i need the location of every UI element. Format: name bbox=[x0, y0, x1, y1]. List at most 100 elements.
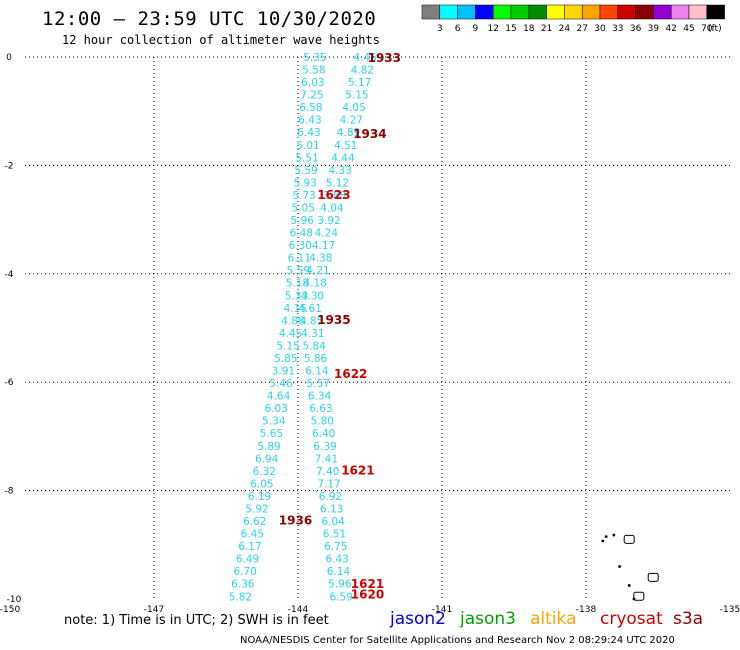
swh-value: 5.96 bbox=[328, 579, 352, 591]
swh-value: 5.33 bbox=[285, 290, 308, 302]
island-outline bbox=[647, 572, 659, 582]
island-dot bbox=[618, 565, 621, 568]
lat-tick-label: 0 bbox=[6, 53, 12, 63]
swh-value: 5.82 bbox=[229, 591, 252, 603]
legend-swatch bbox=[564, 4, 583, 20]
page-subtitle: 12 hour collection of altimeter wave hei… bbox=[62, 33, 380, 47]
legend-swatch bbox=[492, 4, 512, 20]
legend-label: 18 bbox=[523, 24, 535, 34]
footnote: note: 1) Time is in UTC; 2) SWH is in fe… bbox=[64, 613, 329, 628]
island-dot bbox=[627, 584, 631, 587]
lat-tick-label: -8 bbox=[5, 487, 14, 497]
swh-value: 6.63 bbox=[309, 403, 332, 415]
swh-value: 5.01 bbox=[296, 140, 319, 152]
swh-value: 6.49 bbox=[236, 554, 259, 566]
lat-tick-label: -4 bbox=[5, 270, 14, 280]
swh-value: 6.40 bbox=[312, 428, 335, 440]
lat-tick-label: -2 bbox=[5, 161, 14, 171]
lon-tick-label: -147 bbox=[144, 605, 164, 615]
legend-jason2: jason2 bbox=[390, 609, 446, 629]
swh-value: 6.92 bbox=[319, 491, 342, 503]
page-title: 12:00 – 23:59 UTC 10/30/2020 bbox=[42, 8, 377, 30]
legend-swatch bbox=[510, 4, 530, 20]
swh-value: 4.30 bbox=[301, 290, 324, 302]
legend-label: 12 bbox=[487, 24, 498, 34]
legend-swatch bbox=[528, 4, 547, 20]
legend-label: 15 bbox=[505, 24, 516, 34]
island-dot bbox=[612, 533, 616, 537]
swh-value: 6.19 bbox=[248, 491, 271, 503]
legend-label: 36 bbox=[630, 24, 642, 34]
swh-value: 4.64 bbox=[267, 391, 291, 403]
legend-swatch bbox=[546, 4, 565, 20]
swh-value: 6.14 bbox=[305, 366, 329, 378]
swh-value: 6.45 bbox=[241, 529, 264, 541]
swh-value: 4.82 bbox=[351, 65, 374, 77]
swh-value: 5.85 bbox=[274, 353, 297, 365]
lon-tick-label: -144 bbox=[288, 605, 309, 615]
swh-value: 4.04 bbox=[320, 202, 344, 214]
swh-value: 4.17 bbox=[312, 240, 335, 252]
swh-value: 6.36 bbox=[231, 579, 255, 591]
swh-value: 4.27 bbox=[340, 115, 363, 127]
swh-value: 6.03 bbox=[301, 77, 324, 89]
legend-swatch bbox=[475, 4, 494, 20]
legend-swatch bbox=[599, 4, 619, 20]
swh-value: 7.41 bbox=[315, 453, 338, 465]
pass-time-label: 1935 bbox=[317, 313, 350, 327]
swh-value: 4.45 bbox=[354, 52, 377, 64]
pass-time-label: 1621 bbox=[341, 464, 374, 478]
island-dot bbox=[604, 535, 608, 539]
swh-value: 5.59 bbox=[287, 265, 310, 277]
swh-value: 5.65 bbox=[260, 428, 283, 440]
swh-value: 4.61 bbox=[298, 303, 321, 315]
legend-label: 9 bbox=[473, 24, 479, 34]
island-outline bbox=[633, 591, 645, 601]
legend-altika: altika bbox=[530, 609, 577, 629]
swh-value: 4.05 bbox=[342, 102, 365, 114]
swh-value: 4.21 bbox=[306, 265, 329, 277]
swh-value: 6.75 bbox=[324, 541, 347, 553]
legend-swatch bbox=[635, 4, 654, 20]
swh-value: 4.88 bbox=[281, 315, 304, 327]
legend-label: 6 bbox=[455, 24, 461, 34]
legend-label: 70 bbox=[701, 24, 713, 34]
swh-value: 6.58 bbox=[299, 102, 322, 114]
pass-time-label: 1623 bbox=[317, 188, 350, 202]
legend-swatch bbox=[706, 4, 725, 20]
pass-time-label: 1936 bbox=[279, 513, 312, 527]
swh-value: 6.94 bbox=[255, 453, 279, 465]
swh-value: 5.12 bbox=[326, 177, 349, 189]
credit-line: NOAA/NESDIS Center for Satellite Applica… bbox=[240, 635, 675, 646]
legend-label: 27 bbox=[576, 24, 587, 34]
legend-swatch bbox=[457, 4, 476, 20]
swh-value: 4.44 bbox=[331, 152, 355, 164]
swh-value: 6.59 bbox=[330, 591, 353, 603]
map-grid: -150 -147 -144 -141 -138 -135 0 -2 -4 -6 -8 -10 bbox=[0, 53, 740, 615]
swh-value: 6.30 bbox=[289, 240, 312, 252]
swh-value: 6.62 bbox=[243, 516, 266, 528]
legend-label: (ft) bbox=[708, 24, 722, 34]
swh-value: 3.92 bbox=[317, 215, 340, 227]
legend-label: 42 bbox=[665, 24, 676, 34]
swh-value: 5.46 bbox=[269, 378, 293, 390]
legend-swatch bbox=[670, 4, 690, 20]
legend-label: 39 bbox=[648, 24, 660, 34]
swh-value: 4.33 bbox=[329, 165, 352, 177]
legend-label: 3 bbox=[437, 24, 443, 34]
swh-value: 5.15 bbox=[345, 90, 368, 102]
swh-value: 6.51 bbox=[323, 529, 346, 541]
swh-value: 6.17 bbox=[238, 541, 261, 553]
swh-value: 5.84 bbox=[303, 340, 327, 352]
swh-value: 4.15 bbox=[284, 303, 307, 315]
legend-jason3: jason3 bbox=[460, 609, 516, 629]
swh-value: 4.85 bbox=[300, 315, 323, 327]
swh-value: 3.88 bbox=[323, 190, 346, 202]
legend-swatch bbox=[439, 4, 458, 20]
swh-value: 5.59 bbox=[294, 165, 317, 177]
swh-value: 6.70 bbox=[233, 566, 256, 578]
swh-value: 5.96 bbox=[291, 215, 315, 227]
swh-value: 6.03 bbox=[265, 403, 288, 415]
legend-label: 30 bbox=[594, 24, 606, 34]
